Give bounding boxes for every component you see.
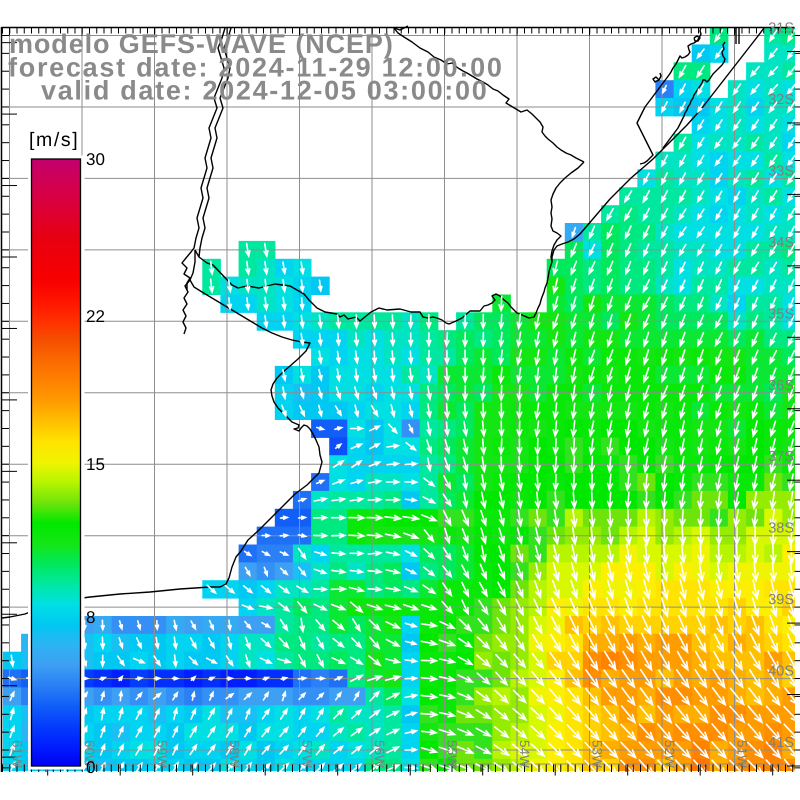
svg-text:61W: 61W (10, 740, 25, 768)
svg-text:51W: 51W (735, 740, 750, 768)
svg-text:35S: 35S (768, 306, 794, 322)
svg-text:0: 0 (86, 758, 95, 777)
svg-text:[m/s]: [m/s] (29, 129, 79, 151)
svg-text:54W: 54W (517, 740, 532, 768)
svg-text:60W: 60W (82, 740, 97, 768)
svg-text:37S: 37S (768, 449, 794, 465)
svg-text:56W: 56W (372, 740, 387, 768)
svg-text:52W: 52W (662, 740, 677, 768)
svg-text:41S: 41S (768, 735, 794, 751)
svg-text:55W: 55W (445, 740, 460, 768)
svg-text:valid date: 2024-12-05 03:00:0: valid date: 2024-12-05 03:00:00 (41, 76, 488, 106)
svg-text:forecast date: 2024-11-29 12:0: forecast date: 2024-11-29 12:00:00 (8, 53, 504, 83)
svg-text:58W: 58W (227, 740, 242, 768)
svg-text:32S: 32S (768, 92, 794, 108)
svg-text:40S: 40S (768, 664, 794, 680)
svg-text:33S: 33S (768, 163, 794, 179)
svg-text:8: 8 (86, 608, 95, 627)
svg-text:38S: 38S (768, 521, 794, 537)
svg-text:modelo GEFS-WAVE (NCEP): modelo GEFS-WAVE (NCEP) (9, 29, 394, 59)
svg-text:39S: 39S (768, 592, 794, 608)
svg-text:57W: 57W (300, 740, 315, 768)
svg-text:30: 30 (86, 150, 105, 169)
svg-text:36S: 36S (768, 378, 794, 394)
svg-text:22: 22 (86, 307, 105, 326)
svg-text:15: 15 (86, 455, 105, 474)
svg-text:59W: 59W (155, 740, 170, 768)
svg-text:53W: 53W (590, 740, 605, 768)
svg-text:34S: 34S (768, 235, 794, 251)
svg-text:31S: 31S (768, 21, 794, 37)
